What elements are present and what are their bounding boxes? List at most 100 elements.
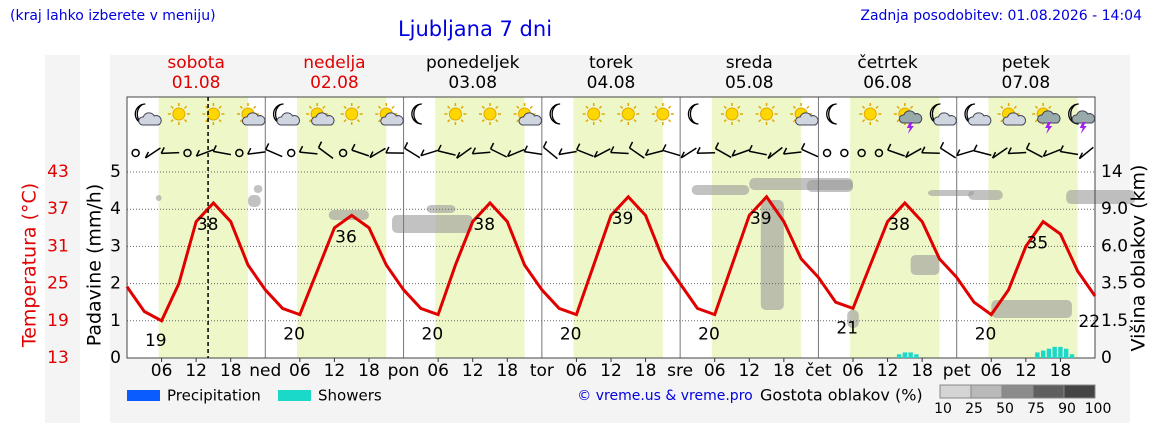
temp-extreme-label: 38 [888,215,910,235]
sun-ray [861,105,866,109]
sun-ray [619,119,624,123]
daylight-band [988,97,1078,358]
wind-barb [905,147,922,159]
x-tick-label: 18 [635,361,657,381]
wind-barb-tick [644,148,650,156]
x-tick-label: čet [805,361,832,381]
wind-barb-tick [456,151,461,159]
temp-extreme-label: 20 [560,325,582,345]
update-time: Zadnja posodobitev: 01.08.2026 - 14:04 [860,8,1142,24]
x-tick-label: 18 [220,361,242,381]
wind-barb [265,148,283,158]
sun-ray [1034,119,1039,123]
day-date: 03.08 [448,73,497,93]
sun-icon [172,107,186,121]
cloud-icon [311,112,335,126]
wind-barb [437,150,456,156]
temp-tick-label: 43 [47,162,69,182]
x-tick-label: 18 [1050,361,1072,381]
sun-ray [737,105,741,109]
sun-ray [771,105,775,109]
sun-ray [1034,105,1039,109]
x-tick-label: 12 [738,361,760,381]
sun-ray [391,105,395,109]
wind-barb [748,150,767,156]
cloud-icon [898,110,923,124]
cloud-icon [968,112,992,126]
wind-barb-tick [385,146,390,154]
wind-barb [801,148,819,158]
sun-ray [585,119,589,123]
x-tick-label: 06 [566,361,588,381]
sun-ray [875,105,879,109]
sun-ray [343,119,347,123]
sun-ray [253,105,257,109]
wind-barb [576,149,594,157]
day-date: 01.08 [172,73,221,93]
wind-barb [490,148,508,158]
x-tick-label: 06 [704,361,726,381]
y-tick-label: 4 [110,199,121,219]
sun-ray [598,105,603,109]
wind-barb-tick [731,149,736,157]
sun-ray [377,119,382,123]
cloud-legend-box [970,384,1003,399]
sun-ray [861,119,866,123]
x-tick-label: 18 [773,361,795,381]
menu-note: (kraj lahko izberete v meniju) [10,8,216,24]
temp-extreme-label: 35 [1027,234,1049,254]
wind-barb [973,150,992,156]
cloud-legend-title: Gostota oblakov (%) [760,386,923,405]
wind-barb-tick [576,143,581,151]
day-name: četrtek [857,53,918,73]
wind-barb-tick [956,149,961,156]
cloud-blob [392,215,473,233]
cloud-blob [1066,190,1136,204]
wind-barb [783,151,802,155]
cloud-legend-label: 90 [1058,401,1076,417]
wind-barb-tick [628,141,634,149]
day-name: ponedeljek [426,53,520,73]
wind-barb-tick [420,149,425,157]
x-tick-label: 18 [496,361,518,381]
wind-barb-tick [403,141,409,149]
wind-barb [318,147,334,159]
precip-bar [1058,346,1063,358]
cloud-blob [968,190,1003,200]
sun-ray [460,105,464,109]
wind-calm [235,148,244,158]
wind-barb-tick [160,147,165,154]
cloud-blob [248,195,261,207]
wind-barb [1043,149,1061,157]
sun-ray [460,119,464,123]
sun-ray [495,105,499,109]
temp-extreme-label: 20 [283,325,305,345]
sun-ray [170,105,174,109]
cloud-icon [1037,110,1061,124]
precip-bar [908,352,913,358]
moon-icon [1068,103,1079,125]
sun-ray [218,119,222,123]
wind-barb [1060,150,1079,156]
cloud-icon [933,112,957,126]
x-tick-label: 06 [151,361,173,381]
wind-barb [767,146,783,160]
legend-swatch [127,390,160,401]
sun-ray [654,105,658,109]
temp-axis-title: Temperatura (°C) [19,183,41,348]
x-tick-label: 06 [427,361,449,381]
sun-ray [771,119,775,123]
precip-bar [1069,354,1075,358]
wind-calm [131,148,140,158]
cloud-icon [1002,112,1026,126]
sun-icon [206,107,220,121]
x-tick-label: sre [667,361,693,381]
x-tick-label: pet [943,361,971,381]
cloud-legend-box [939,384,972,399]
wind-barb [1026,148,1043,158]
cloud-blob [760,200,784,310]
wind-barb-tick [662,144,667,151]
wind-barb [507,148,525,158]
sun-icon [725,107,739,121]
day-name: petek [1002,53,1050,73]
